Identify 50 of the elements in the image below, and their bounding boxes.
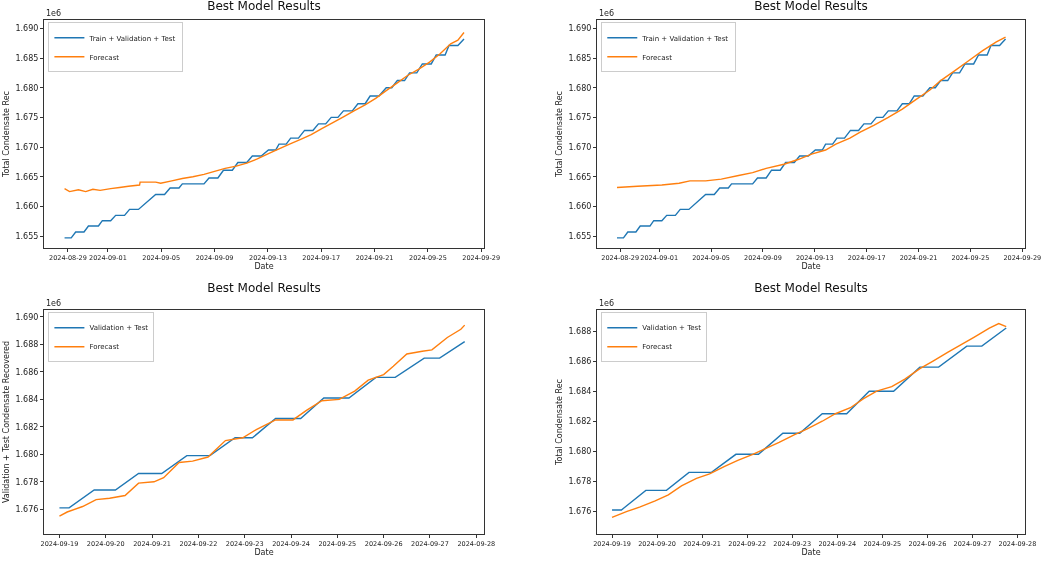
y-tick-label: 1.655 (15, 231, 39, 241)
x-axis-title: Date (254, 547, 274, 557)
y-tick-label: 1.676 (15, 505, 39, 515)
y-axis-title: Total Condensate Rec (555, 378, 565, 467)
line-series (616, 38, 1007, 239)
x-axis-title: Date (254, 261, 274, 271)
y-tick-label: 1.678 (15, 477, 39, 487)
y-tick-label: 1.682 (568, 417, 592, 427)
y-tick-label: 1.680 (15, 450, 39, 460)
y-tick-label: 1.665 (568, 172, 592, 182)
y-tick-label: 1.690 (15, 24, 39, 34)
y-tick-label: 1.688 (15, 340, 39, 350)
y-tick-label: 1.682 (15, 422, 39, 432)
chart-title: Best Model Results (207, 281, 321, 296)
text: 1e6 (46, 9, 62, 18)
x-axis-title: Date (801, 261, 821, 271)
y-tick-label: 1.678 (568, 477, 592, 487)
y-tick-label: 1.675 (568, 113, 592, 123)
chart-title: Best Model Results (207, 0, 321, 14)
chart-title: Best Model Results (754, 0, 868, 14)
y-tick-label: 1.665 (15, 172, 39, 182)
y-tick-label: 1.660 (15, 202, 39, 212)
y-tick-label: 1.690 (568, 24, 592, 34)
text: 1e6 (46, 299, 62, 308)
y-tick-label: 1.680 (568, 83, 592, 93)
y-tick-label: 1.660 (568, 202, 592, 212)
y-tick-label: 1.655 (568, 231, 592, 241)
text: 1e6 (599, 299, 615, 308)
y-tick-label: 1.670 (568, 142, 592, 152)
y-tick-label: 1.684 (15, 395, 39, 405)
line-series (616, 36, 1007, 189)
y-tick-label: 1.685 (15, 53, 39, 63)
y-tick-label: 1.685 (568, 53, 592, 63)
y-axis-title: Total Condensate Rec (555, 90, 565, 179)
chart-title: Best Model Results (754, 281, 868, 296)
y-tick-label: 1.690 (15, 312, 39, 322)
y-axis-title: Validation + Test Condensate Recovered (2, 340, 12, 504)
y-tick-label: 1.684 (568, 386, 592, 396)
text: 1e6 (599, 9, 615, 18)
x-axis-title: Date (801, 547, 821, 557)
y-tick-label: 1.680 (15, 83, 39, 93)
y-tick-label: 1.676 (568, 507, 592, 517)
y-axis-title: Total Condensate Rec (2, 90, 12, 179)
y-tick-label: 1.670 (15, 142, 39, 152)
y-tick-label: 1.686 (568, 356, 592, 366)
y-tick-label: 1.675 (15, 113, 39, 123)
y-tick-label: 1.688 (568, 326, 592, 336)
y-tick-label: 1.680 (568, 447, 592, 457)
y-tick-label: 1.686 (15, 367, 39, 377)
line-series (63, 31, 465, 193)
